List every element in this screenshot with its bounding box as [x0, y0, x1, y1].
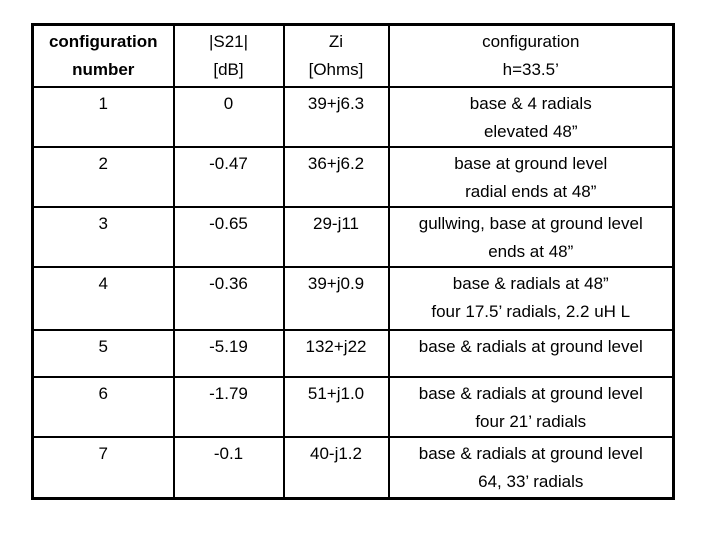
row-3-config: gullwing, base at ground level ends at 4…	[387, 205, 675, 268]
row-6-number: 6	[31, 375, 175, 438]
table-row: 7 -0.1 40-j1.2 base & radials at ground …	[31, 435, 675, 500]
header-s21-db: |S21| [dB]	[172, 23, 285, 88]
row-4-config: base & radials at 48” four 17.5’ radials…	[387, 265, 675, 331]
header-configuration-h: configuration h=33.5’	[387, 23, 675, 88]
row-5-number: 5	[31, 328, 175, 378]
row-2-number: 2	[31, 145, 175, 208]
row-3-s21: -0.65	[172, 205, 285, 268]
row-7-zi: 40-j1.2	[282, 435, 390, 500]
table-row: 5 -5.19 132+j22 base & radials at ground…	[31, 328, 675, 378]
row-3-zi: 29-j11	[282, 205, 390, 268]
row-1-zi: 39+j6.3	[282, 85, 390, 148]
row-4-zi: 39+j0.9	[282, 265, 390, 331]
row-2-zi: 36+j6.2	[282, 145, 390, 208]
row-6-zi: 51+j1.0	[282, 375, 390, 438]
row-2-s21: -0.47	[172, 145, 285, 208]
table-row: 6 -1.79 51+j1.0 base & radials at ground…	[31, 375, 675, 438]
row-5-s21: -5.19	[172, 328, 285, 378]
header-zi-ohms: Zi [Ohms]	[282, 23, 390, 88]
row-6-config: base & radials at ground level four 21’ …	[387, 375, 675, 438]
row-2-config: base at ground level radial ends at 48”	[387, 145, 675, 208]
row-7-s21: -0.1	[172, 435, 285, 500]
row-1-config: base & 4 radials elevated 48”	[387, 85, 675, 148]
results-table: configuration number |S21| [dB] Zi [Ohms…	[31, 23, 675, 500]
table-row: 3 -0.65 29-j11 gullwing, base at ground …	[31, 205, 675, 268]
table-row: 4 -0.36 39+j0.9 base & radials at 48” fo…	[31, 265, 675, 331]
row-1-s21: 0	[172, 85, 285, 148]
table-header-row: configuration number |S21| [dB] Zi [Ohms…	[31, 23, 675, 88]
table-row: 1 0 39+j6.3 base & 4 radials elevated 48…	[31, 85, 675, 148]
row-4-number: 4	[31, 265, 175, 331]
row-7-number: 7	[31, 435, 175, 500]
row-5-zi: 132+j22	[282, 328, 390, 378]
row-3-number: 3	[31, 205, 175, 268]
row-7-config: base & radials at ground level 64, 33’ r…	[387, 435, 675, 500]
row-4-s21: -0.36	[172, 265, 285, 331]
header-configuration-number: configuration number	[31, 23, 175, 88]
row-5-config: base & radials at ground level	[387, 328, 675, 378]
row-1-number: 1	[31, 85, 175, 148]
row-6-s21: -1.79	[172, 375, 285, 438]
table-row: 2 -0.47 36+j6.2 base at ground level rad…	[31, 145, 675, 208]
